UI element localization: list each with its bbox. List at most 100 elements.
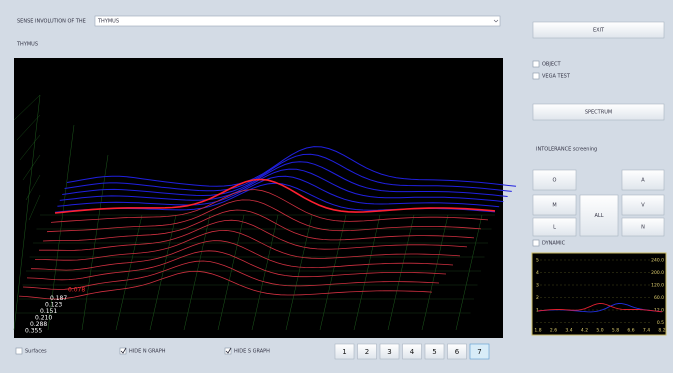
checkbox[interactable]: [15, 347, 23, 355]
depth-label: 0.151: [40, 308, 57, 315]
button[interactable]: [621, 194, 665, 216]
mini-chart: [531, 252, 667, 336]
grid-line: [183, 214, 211, 331]
mini-right-label: 240.0: [651, 258, 664, 264]
grid-line: [149, 214, 177, 331]
button-label: O: [553, 178, 557, 184]
mini-right-label: 60.0: [654, 295, 664, 301]
mini-left-label: 3: [536, 283, 539, 289]
checkbox-label: Surfaces: [25, 349, 47, 355]
mini-x-label: 6.6: [627, 328, 634, 334]
page-button[interactable]: [334, 343, 355, 360]
checkbox[interactable]: [224, 347, 232, 355]
button[interactable]: [621, 217, 665, 237]
page-button-label: 6: [455, 348, 460, 356]
mini-x-label: 3.4: [565, 328, 572, 334]
mini-x-label: 5.8: [612, 328, 619, 334]
button[interactable]: [621, 169, 665, 191]
page-button[interactable]: [469, 343, 490, 360]
page-button[interactable]: [379, 343, 400, 360]
page-button-label: 5: [432, 348, 436, 356]
section-label: INTOLERANCE screening: [536, 147, 597, 153]
grid-line: [19, 134, 41, 161]
depth-label: 0.123: [45, 302, 62, 309]
grid-line: [285, 214, 313, 331]
button-label: N: [641, 225, 645, 231]
mini-left-label: 2: [536, 295, 539, 301]
graph-curve: [22, 260, 440, 290]
checkbox[interactable]: [119, 347, 127, 355]
button-label: M: [552, 203, 556, 209]
checkbox-label: HIDE N GRAPH: [129, 349, 166, 355]
page-button[interactable]: [357, 343, 377, 360]
graph-curve: [38, 219, 468, 251]
checkbox[interactable]: [532, 72, 540, 80]
graph-curve: [35, 229, 461, 261]
button-label: EXIT: [593, 28, 605, 34]
grid-line: [16, 114, 41, 141]
button-label: V: [641, 203, 645, 209]
button-label: A: [641, 178, 645, 184]
checkbox-label: OBJECT: [542, 62, 561, 68]
button[interactable]: [532, 103, 665, 121]
button[interactable]: [532, 169, 577, 191]
graph-title: THYMUS: [16, 42, 38, 48]
button[interactable]: [532, 21, 665, 39]
mini-right-label: 120.0: [651, 283, 664, 289]
page-button-label: 4: [410, 348, 415, 356]
depth-label: 0.210: [35, 315, 52, 322]
checkmark: [120, 347, 127, 354]
button-label: SPECTRUM: [585, 110, 612, 116]
page-button[interactable]: [402, 343, 422, 360]
page-button-label: 2: [365, 348, 369, 356]
checkbox-label: DYNAMIC: [542, 241, 566, 247]
page-button-label: 1: [342, 348, 346, 356]
depth-label-highlight: 0.078: [68, 287, 85, 294]
mini-x-label: 8.2: [658, 328, 665, 334]
graph-curve: [59, 168, 504, 203]
graph-curve: [42, 209, 475, 242]
graph-curve: [26, 250, 447, 281]
button-label: L: [553, 225, 556, 231]
mini-x-label: 5.0: [596, 328, 603, 334]
checkbox-label: VEGA TEST: [542, 74, 571, 80]
grid-line: [319, 214, 347, 331]
depth-label: 0.187: [50, 295, 67, 302]
grid-line: [251, 214, 279, 331]
button[interactable]: [532, 217, 577, 237]
mini-x-label: 1.8: [534, 328, 541, 334]
grid-line: [13, 94, 41, 121]
grid-line: [25, 174, 41, 201]
checkmark: [225, 347, 232, 354]
graph-curve: [30, 240, 454, 271]
mini-right-label: 12.0: [654, 308, 664, 314]
header-label: SENSE INVOLUTION OF THE: [17, 19, 86, 25]
checkbox[interactable]: [532, 60, 540, 68]
page-button[interactable]: [424, 343, 445, 360]
graph-curve: [62, 161, 508, 197]
button[interactable]: [532, 194, 577, 216]
grid-line: [353, 214, 381, 331]
dropdown[interactable]: [94, 15, 501, 27]
graph-curve: [54, 178, 496, 214]
checkbox-label: HIDE S GRAPH: [234, 349, 270, 355]
page-button[interactable]: [447, 343, 467, 360]
depth-label: 0.288: [30, 321, 47, 328]
grid-line: [115, 214, 143, 331]
graph-curve: [57, 175, 500, 208]
page-button-label: 7: [477, 348, 481, 356]
checkbox[interactable]: [532, 239, 540, 247]
graph-curve: [50, 189, 489, 223]
graph-curve: [18, 270, 433, 300]
grid-line: [81, 154, 109, 331]
mini-right-label: 200.0: [651, 270, 664, 276]
mini-left-label: 5: [536, 258, 539, 264]
mini-left-label: 1: [536, 308, 539, 314]
grid-line: [455, 214, 483, 331]
button[interactable]: [579, 194, 619, 237]
page-button-label: 3: [387, 348, 391, 356]
button-label: ALL: [595, 213, 604, 219]
mini-right-label: 0.5: [657, 320, 664, 326]
